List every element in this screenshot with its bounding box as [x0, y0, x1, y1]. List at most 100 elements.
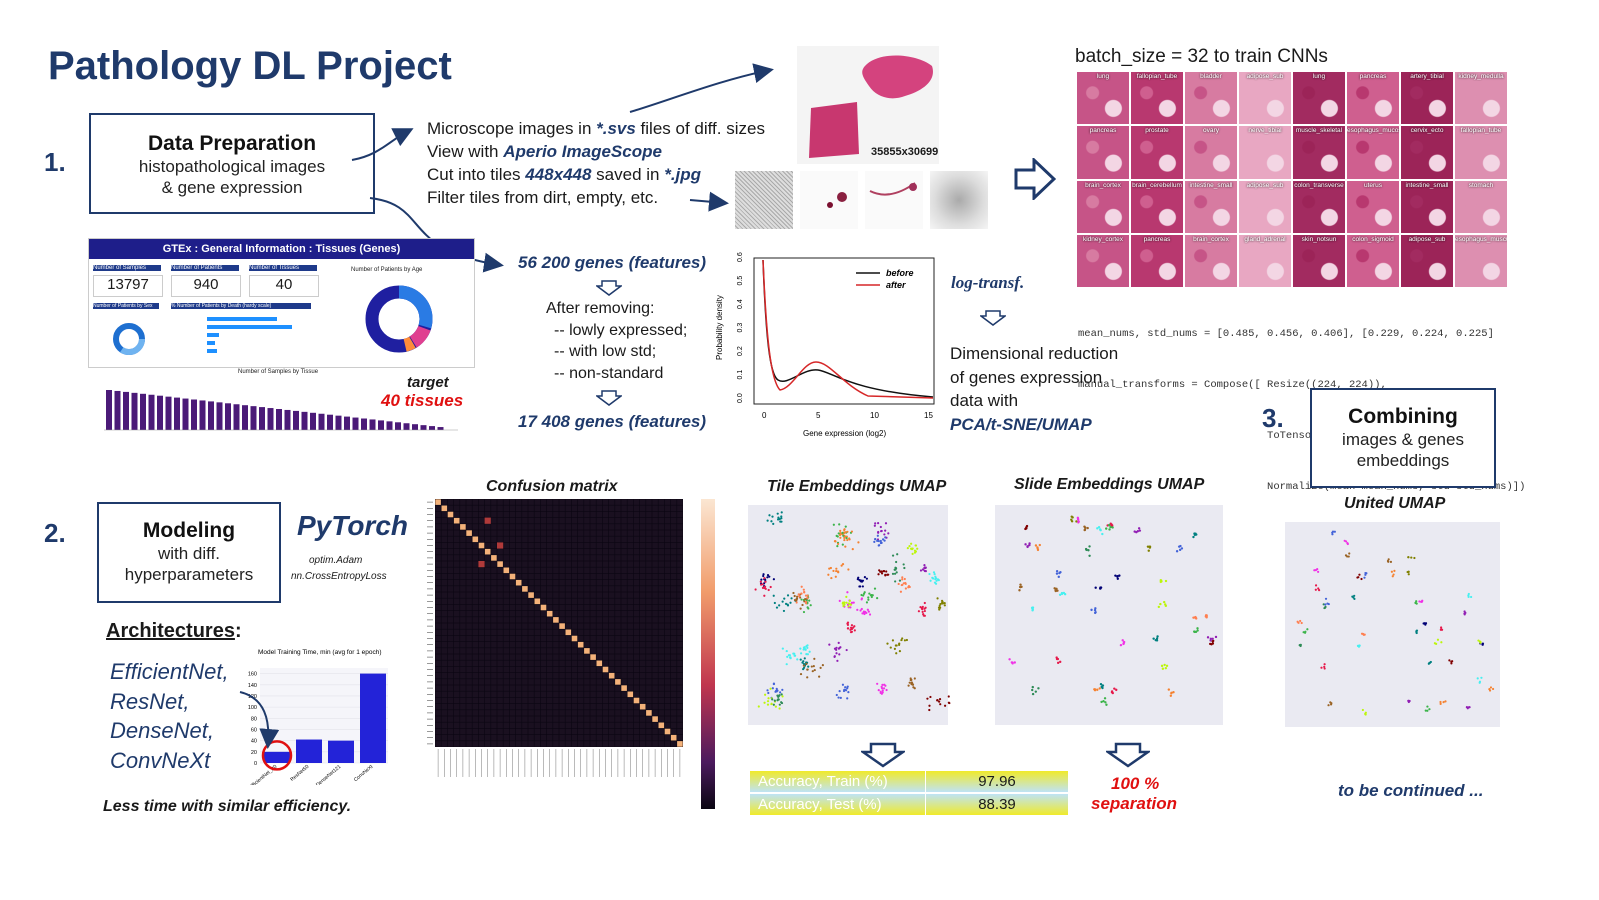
- confusion-cell: [608, 703, 615, 710]
- confusion-cell: [627, 517, 634, 524]
- confusion-cell: [460, 517, 466, 524]
- confusion-cell: [615, 548, 621, 555]
- confusion-cell: [652, 592, 658, 598]
- confusion-cell: [608, 734, 615, 741]
- umap-point: [1358, 644, 1361, 647]
- umap-point: [873, 524, 876, 527]
- confusion-cell: [466, 499, 472, 505]
- confusion-cell: [515, 530, 522, 536]
- confusion-cell: [670, 660, 677, 667]
- umap-point: [836, 535, 839, 538]
- confusion-cell: [546, 505, 553, 512]
- confusion-cell: [590, 654, 596, 660]
- confusion-cell: [608, 567, 615, 574]
- confusion-cell: [639, 573, 646, 580]
- confusion-cell: [540, 654, 547, 660]
- umap-point: [1058, 571, 1061, 575]
- confusion-cell: [639, 561, 646, 567]
- confusion-cell: [559, 499, 565, 505]
- confusion-cell: [460, 641, 466, 648]
- confusion-cell: [677, 542, 683, 549]
- confusion-cell: [484, 567, 491, 574]
- confusion-cell: [677, 672, 683, 679]
- confusion-cell: [478, 511, 485, 518]
- confusion-cell: [571, 641, 578, 648]
- removing-item-1: -- lowly expressed;: [554, 321, 688, 339]
- confusion-cell: [565, 672, 572, 679]
- confusion-cell: [546, 654, 553, 660]
- umap-point: [813, 668, 816, 672]
- confusion-cell: [571, 716, 578, 722]
- confusion-cell: [528, 548, 534, 555]
- confusion-cell: [453, 629, 460, 636]
- confusion-cell: [602, 548, 609, 555]
- confusion-cell: [509, 561, 516, 567]
- confusion-cell: [664, 728, 671, 735]
- confusion-cell: [466, 561, 472, 567]
- confusion-cell: [540, 685, 547, 691]
- confusion-cell: [677, 511, 683, 518]
- confusion-cell: [652, 524, 658, 530]
- tissue-tile: kidney_medulla: [1454, 71, 1508, 126]
- confusion-cell: [497, 691, 503, 698]
- confusion-cell: [453, 679, 460, 685]
- umap-point: [806, 606, 809, 609]
- confusion-cell: [646, 592, 652, 598]
- umap-point: [867, 596, 870, 599]
- confusion-cell: [658, 623, 665, 629]
- tissue-tile-label: esophagus_mucosa: [1347, 127, 1399, 135]
- confusion-cell: [460, 573, 466, 580]
- confusion-cell: [646, 722, 652, 729]
- confusion-cell: [627, 530, 634, 536]
- confusion-cell: [460, 555, 466, 561]
- confusion-cell: [565, 629, 572, 636]
- dimred-block: Dimensional reduction of genes expressio…: [950, 342, 1118, 436]
- confusion-cell: [615, 604, 621, 611]
- confusion-cell: [441, 728, 448, 735]
- confusion-cell: [497, 654, 503, 660]
- confusion-cell: [677, 685, 683, 691]
- confusion-cell: [565, 703, 572, 710]
- confusion-cell: [646, 697, 652, 704]
- confusion-cell: [571, 567, 578, 574]
- confusion-cell: [664, 586, 671, 592]
- confusion-cell: [460, 703, 466, 710]
- confusion-cell: [546, 635, 553, 642]
- confusion-cell: [584, 672, 590, 679]
- confusion-cell: [615, 511, 621, 518]
- step-1-number: 1.: [44, 147, 66, 177]
- confusion-cell: [621, 586, 627, 592]
- confusion-cell: [497, 592, 503, 598]
- umap-point: [1088, 545, 1091, 548]
- umap-point: [1428, 708, 1431, 711]
- umap-point: [904, 582, 907, 585]
- confusion-cell: [658, 542, 665, 549]
- umap-point: [908, 585, 911, 589]
- confusion-cell: [559, 629, 565, 636]
- confusion-cell: [577, 635, 584, 642]
- gtex-dashboard: GTEx : General Information : Tissues (Ge…: [88, 238, 475, 368]
- confusion-cell: [577, 666, 584, 673]
- confusion-cell: [559, 617, 565, 623]
- umap-point: [1160, 664, 1164, 668]
- confusion-cell: [646, 666, 652, 673]
- confusion-cell: [553, 648, 559, 654]
- umap-point: [766, 689, 769, 692]
- chart-bar: [328, 740, 354, 763]
- confusion-cell: [627, 654, 634, 660]
- slide-size-label: 35855x30699: [871, 146, 939, 158]
- confusion-cell: [540, 623, 547, 629]
- umap-point: [901, 637, 904, 640]
- confusion-cell: [627, 573, 634, 580]
- confusion-cell: [497, 679, 503, 685]
- confusion-cell: [460, 561, 466, 567]
- umap-point: [1488, 688, 1491, 691]
- umap-point: [893, 572, 897, 575]
- confusion-cell: [608, 586, 615, 592]
- confusion-cell: [503, 703, 510, 710]
- confusion-cell: [435, 579, 441, 586]
- tissue-bar: [378, 420, 384, 430]
- umap-point: [773, 699, 776, 702]
- tissue-bar: [369, 419, 376, 430]
- confusion-cell: [559, 716, 565, 722]
